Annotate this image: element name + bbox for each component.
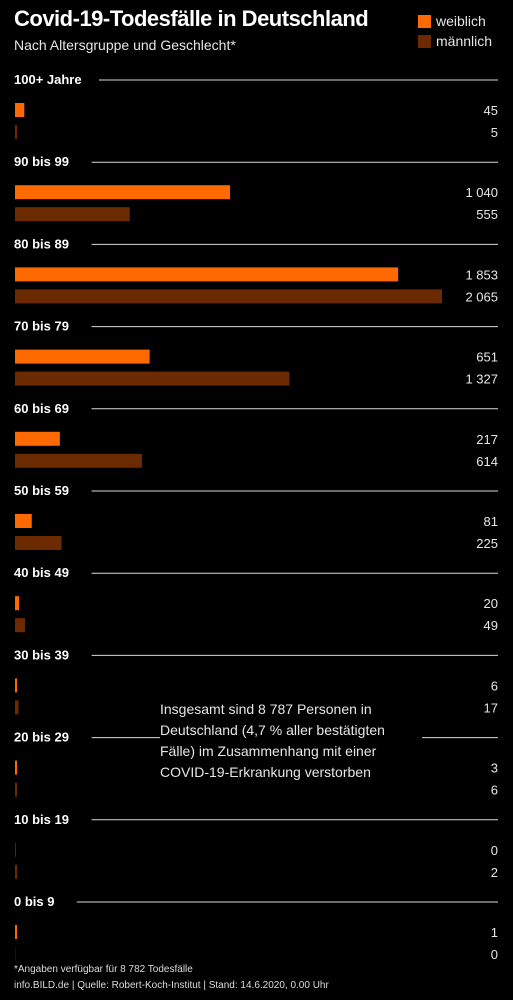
legend-label-weiblich: weiblich <box>436 13 486 29</box>
value-label-maennlich-80-bis-89: 2 065 <box>465 289 498 304</box>
bar-weiblich-90-bis-99 <box>15 185 231 200</box>
category-label-10-bis-19: 10 bis 19 <box>14 812 69 827</box>
bar-weiblich-80-bis-89 <box>15 267 399 282</box>
legend-label-maennlich: männlich <box>436 33 493 49</box>
bar-maennlich-40-bis-49 <box>15 618 26 633</box>
value-label-maennlich-20-bis-29: 6 <box>491 783 498 798</box>
bar-maennlich-100-jahre <box>15 125 17 139</box>
value-label-maennlich-90-bis-99: 555 <box>476 207 498 222</box>
legend-item-weiblich: weiblich <box>418 12 486 30</box>
source-line: info.BILD.de | Quelle: Robert-Koch-Insti… <box>14 980 329 991</box>
category-label-90-bis-99: 90 bis 99 <box>14 154 69 169</box>
value-label-maennlich-30-bis-39: 17 <box>484 700 498 715</box>
value-label-maennlich-100-jahre: 5 <box>491 125 498 140</box>
value-label-maennlich-40-bis-49: 49 <box>484 618 498 633</box>
legend-swatch-weiblich <box>418 14 431 28</box>
bar-maennlich-60-bis-69 <box>15 453 142 468</box>
bar-maennlich-80-bis-89 <box>15 289 442 304</box>
value-label-weiblich-100-jahre: 45 <box>484 103 498 118</box>
category-label-40-bis-49: 40 bis 49 <box>14 565 69 580</box>
value-label-weiblich-50-bis-59: 81 <box>484 514 498 529</box>
bar-maennlich-70-bis-79 <box>15 371 290 386</box>
value-label-weiblich-0-bis-9: 1 <box>491 925 498 940</box>
bar-maennlich-90-bis-99 <box>15 207 130 222</box>
bar-maennlich-10-bis-19 <box>15 864 17 879</box>
category-label-100-jahre: 100+ Jahre <box>14 72 82 87</box>
value-label-maennlich-70-bis-79: 1 327 <box>465 372 498 387</box>
value-label-maennlich-0-bis-9: 0 <box>491 947 498 962</box>
bar-maennlich-0-bis-9 <box>15 947 16 961</box>
category-label-80-bis-89: 80 bis 89 <box>14 236 69 251</box>
legend-swatch-maennlich <box>418 34 431 48</box>
value-label-maennlich-10-bis-19: 2 <box>491 865 498 880</box>
value-label-weiblich-70-bis-79: 651 <box>476 350 498 365</box>
chart-title: Covid-19-Todesfälle in Deutschland <box>14 6 369 31</box>
value-label-weiblich-10-bis-19: 0 <box>491 843 498 858</box>
footnote: *Angaben verfügbar für 8 782 Todesfälle <box>14 964 193 975</box>
value-label-weiblich-80-bis-89: 1 853 <box>465 267 498 282</box>
value-label-weiblich-90-bis-99: 1 040 <box>465 185 498 200</box>
category-label-30-bis-39: 30 bis 39 <box>14 647 69 662</box>
value-label-weiblich-30-bis-39: 6 <box>491 678 498 693</box>
bar-weiblich-30-bis-39 <box>15 678 17 693</box>
category-label-0-bis-9: 0 bis 9 <box>14 894 54 909</box>
bar-weiblich-10-bis-19 <box>15 842 16 857</box>
category-label-60-bis-69: 60 bis 69 <box>14 401 69 416</box>
value-label-maennlich-50-bis-59: 225 <box>476 536 498 551</box>
bar-maennlich-30-bis-39 <box>15 700 19 715</box>
value-label-weiblich-20-bis-29: 3 <box>491 761 498 776</box>
bar-maennlich-50-bis-59 <box>15 536 62 550</box>
category-label-20-bis-29: 20 bis 29 <box>14 730 69 745</box>
legend-item-maennlich: männlich <box>418 32 492 50</box>
chart-subtitle: Nach Altersgruppe und Geschlecht* <box>14 37 236 53</box>
bar-maennlich-20-bis-29 <box>15 782 17 797</box>
value-label-maennlich-60-bis-69: 614 <box>476 454 498 469</box>
category-label-70-bis-79: 70 bis 79 <box>14 319 69 334</box>
bar-weiblich-100-jahre <box>15 103 25 117</box>
total-annotation: Insgesamt sind 8 787 Personen in Deutsch… <box>160 697 422 785</box>
bar-weiblich-20-bis-29 <box>15 760 17 775</box>
bar-weiblich-60-bis-69 <box>15 431 60 446</box>
bar-weiblich-0-bis-9 <box>15 925 17 939</box>
value-label-weiblich-40-bis-49: 20 <box>484 596 498 611</box>
bar-weiblich-70-bis-79 <box>15 349 150 364</box>
bar-weiblich-50-bis-59 <box>15 514 32 528</box>
category-label-50-bis-59: 50 bis 59 <box>14 483 69 498</box>
value-label-weiblich-60-bis-69: 217 <box>476 432 498 447</box>
bar-weiblich-40-bis-49 <box>15 596 20 611</box>
